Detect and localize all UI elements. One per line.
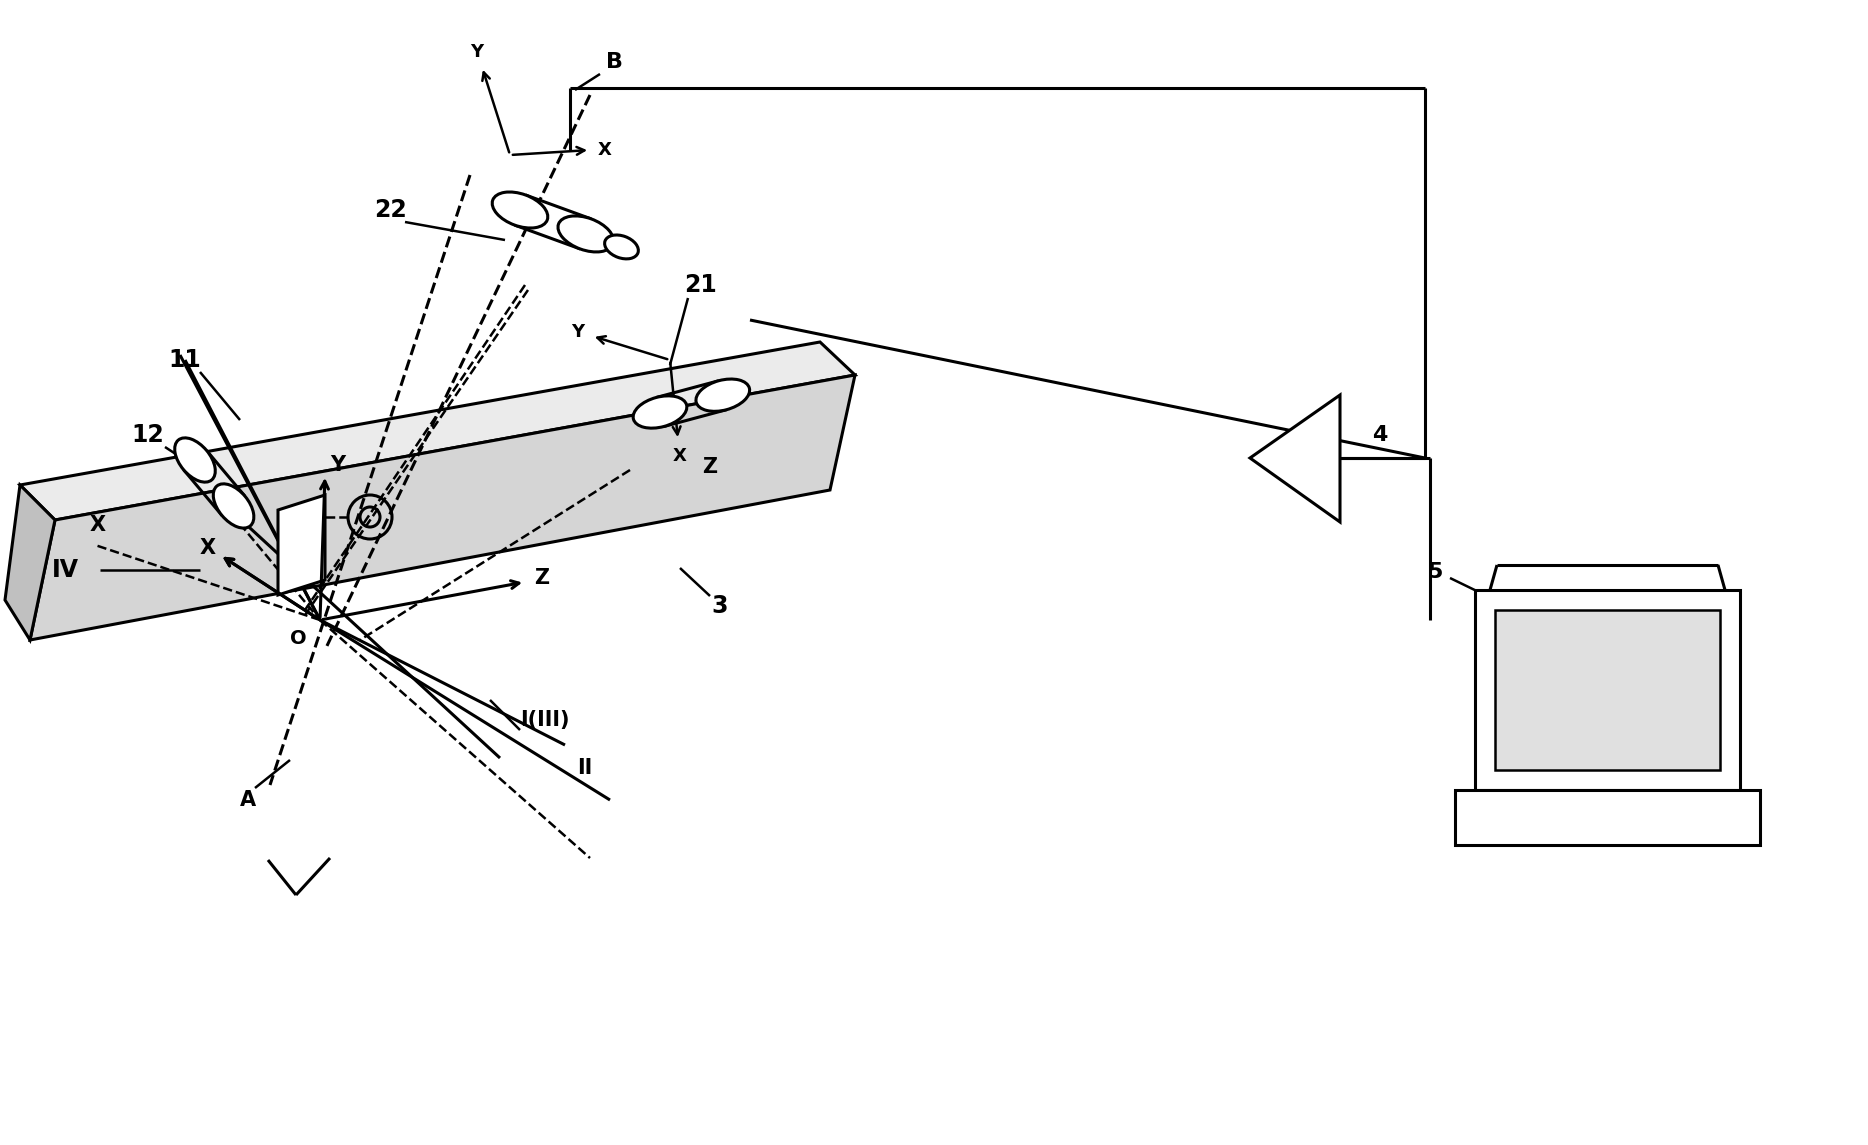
Text: 22: 22 [374,198,407,222]
Text: O: O [290,629,306,648]
Ellipse shape [559,216,613,252]
Text: Y: Y [331,455,346,475]
Text: X: X [90,515,106,535]
Text: Y: Y [572,323,585,341]
Text: X: X [598,141,613,159]
Text: Y: Y [471,44,484,61]
FancyBboxPatch shape [1476,590,1739,790]
FancyBboxPatch shape [1455,790,1760,845]
Text: A: A [239,790,256,810]
Text: Z: Z [534,568,549,589]
Text: 3: 3 [712,594,729,618]
Ellipse shape [213,484,254,528]
Text: I(III): I(III) [521,710,570,731]
Text: Z: Z [702,457,717,477]
Text: 4: 4 [1373,425,1388,445]
Text: 21: 21 [684,273,715,297]
Ellipse shape [176,437,215,482]
Polygon shape [6,485,54,640]
Polygon shape [1250,395,1339,522]
Polygon shape [21,342,856,520]
Polygon shape [30,376,856,640]
Text: 5: 5 [1427,562,1442,582]
FancyBboxPatch shape [1494,610,1720,769]
Ellipse shape [697,379,749,411]
Ellipse shape [605,235,639,259]
Text: X: X [672,447,687,465]
Ellipse shape [491,192,547,228]
Polygon shape [278,495,325,595]
Ellipse shape [633,396,687,428]
Text: IV: IV [52,558,78,582]
Text: X: X [200,538,217,558]
Text: B: B [607,52,624,72]
Text: 12: 12 [131,423,164,447]
Text: II: II [577,758,592,777]
Text: 11: 11 [168,348,202,372]
